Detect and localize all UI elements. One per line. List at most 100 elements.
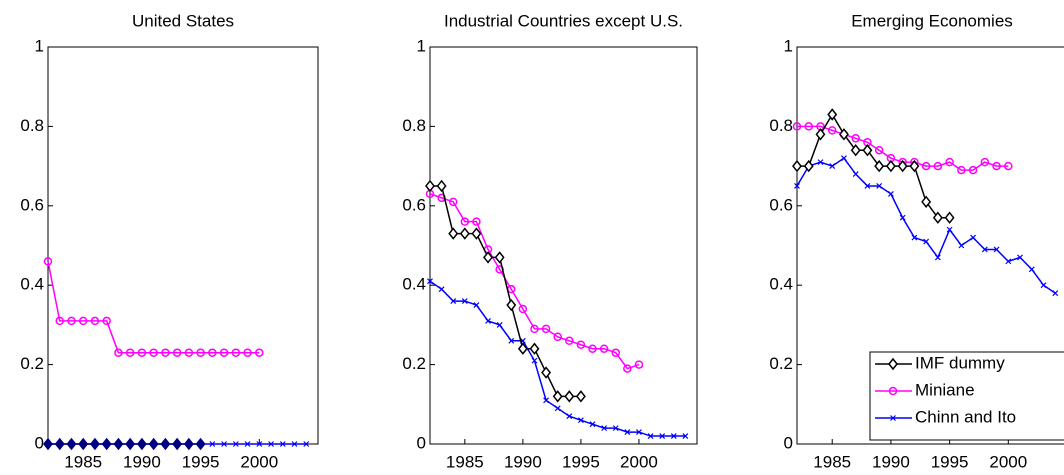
marker	[804, 122, 813, 131]
panel-title: Emerging Economies	[851, 11, 1013, 30]
marker	[923, 238, 930, 245]
y-tick-label: 0.4	[769, 275, 793, 294]
circle	[448, 197, 458, 207]
cross	[852, 171, 859, 177]
diamond	[125, 437, 136, 451]
marker	[887, 190, 894, 197]
diamond	[541, 366, 552, 379]
axes-frame	[796, 46, 1064, 445]
cross	[589, 421, 596, 428]
diamond	[838, 128, 849, 141]
marker	[543, 397, 550, 404]
diamond	[552, 390, 563, 403]
marker	[1052, 290, 1059, 297]
diamond	[183, 437, 194, 451]
diamond	[885, 159, 896, 173]
marker	[576, 340, 586, 349]
circle	[255, 348, 264, 357]
circle	[874, 145, 884, 155]
marker	[575, 390, 586, 403]
marker	[851, 134, 860, 143]
marker	[508, 337, 515, 344]
circle	[1004, 161, 1013, 171]
legend: IMF dummy Miniane Chinn and Ito	[869, 351, 1064, 441]
cross	[303, 441, 310, 447]
marker	[841, 155, 847, 162]
marker	[921, 161, 931, 171]
circle	[196, 348, 205, 357]
circle	[968, 165, 978, 175]
diamond	[448, 227, 459, 240]
marker	[577, 417, 584, 424]
diamond	[136, 437, 147, 451]
circle	[588, 344, 597, 353]
marker	[472, 217, 481, 226]
circle	[172, 348, 182, 357]
cross	[876, 183, 883, 189]
cross	[209, 441, 216, 447]
marker	[968, 165, 978, 175]
marker	[425, 179, 435, 193]
marker	[564, 390, 575, 403]
y-tick-label: 0	[784, 433, 793, 452]
marker	[921, 195, 932, 209]
diamond	[921, 195, 932, 209]
y-tick-label: 0.8	[769, 116, 793, 135]
circle	[231, 348, 241, 357]
cross	[887, 190, 894, 197]
marker	[436, 179, 447, 193]
series	[794, 155, 1059, 297]
marker	[137, 348, 147, 357]
marker	[531, 357, 538, 364]
marker	[934, 254, 941, 261]
circle	[980, 157, 990, 167]
legend-label: Chinn and Ito	[915, 407, 1016, 426]
marker	[303, 441, 310, 447]
y-tick-label: 0.6	[402, 195, 426, 214]
marker	[899, 214, 906, 221]
marker	[113, 437, 124, 451]
circle	[149, 348, 158, 357]
cross	[291, 441, 298, 447]
cross	[279, 441, 286, 447]
circle	[827, 126, 837, 135]
cross	[438, 286, 445, 293]
cross	[624, 429, 631, 436]
circle	[565, 336, 574, 346]
cross	[899, 214, 906, 221]
marker	[43, 437, 53, 451]
legend-label: IMF dummy	[915, 353, 1005, 372]
circle	[137, 348, 147, 357]
axes-frame	[429, 46, 698, 445]
diamond	[909, 159, 920, 173]
marker	[67, 316, 76, 326]
cross	[981, 246, 988, 253]
circle	[219, 348, 229, 357]
marker	[852, 171, 859, 177]
cross	[450, 298, 457, 305]
marker	[268, 441, 274, 447]
marker	[601, 425, 608, 432]
circle	[792, 122, 802, 131]
diamond	[815, 128, 826, 141]
marker	[114, 348, 123, 357]
x-tick-label: 1985	[446, 452, 484, 471]
marker	[992, 161, 1001, 171]
x-tick-label: 1995	[562, 452, 600, 471]
diamond	[43, 437, 53, 451]
diamond	[101, 437, 112, 451]
cross	[794, 183, 800, 189]
marker	[530, 324, 539, 334]
circle	[125, 348, 135, 357]
diamond	[494, 251, 505, 264]
marker	[624, 429, 631, 436]
marker	[460, 217, 470, 226]
series	[425, 189, 644, 373]
marker	[209, 441, 216, 447]
circle	[945, 157, 954, 167]
marker	[636, 429, 642, 436]
y-tick-label: 0.2	[402, 354, 426, 373]
series-line	[429, 193, 640, 370]
circle	[804, 122, 813, 131]
cross	[636, 429, 642, 436]
